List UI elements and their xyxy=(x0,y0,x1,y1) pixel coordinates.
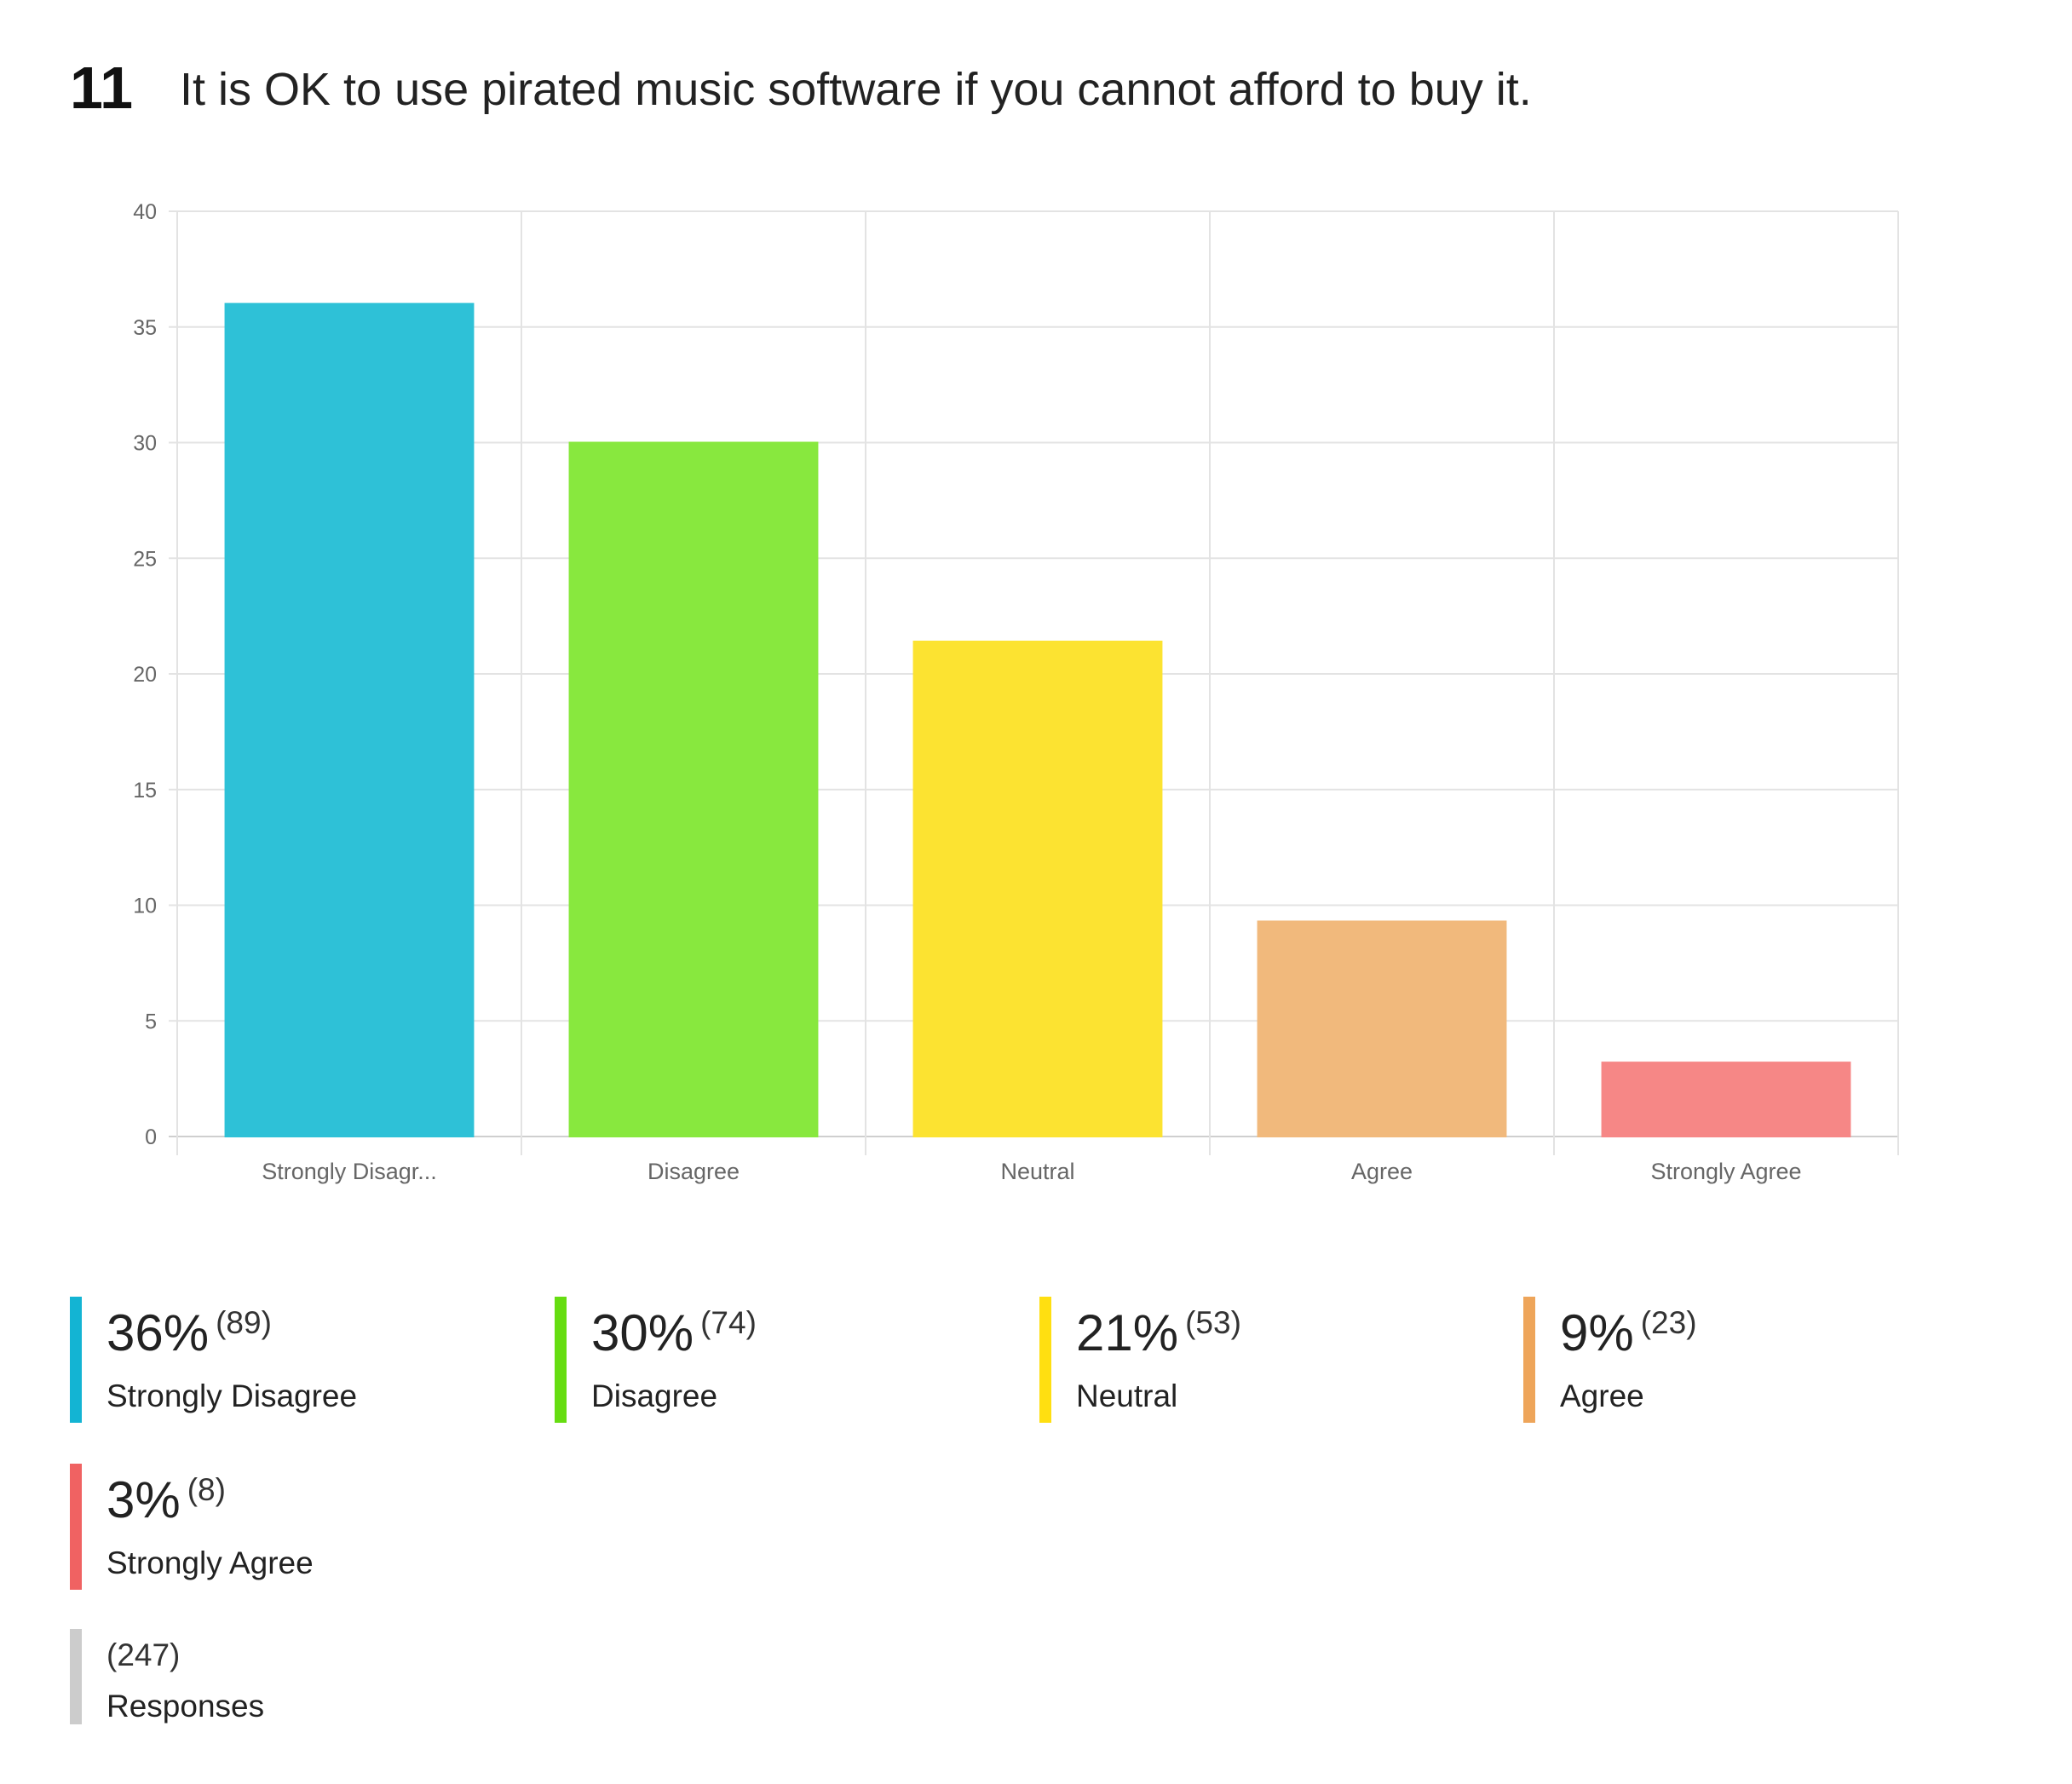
y-tick-label: 5 xyxy=(145,1010,157,1033)
legend-count: (89) xyxy=(216,1305,272,1340)
bar-3 xyxy=(1257,920,1507,1137)
legend-color-bar xyxy=(555,1297,567,1423)
legend-label: Strongly Agree xyxy=(106,1545,314,1580)
legend-color-bar xyxy=(70,1297,82,1423)
legend-label: Strongly Disagree xyxy=(106,1378,358,1413)
y-tick-label: 40 xyxy=(133,200,157,224)
bar-chart: 0 5 10 15 20 25 30 35 40 Strongly Disagr... Disag… xyxy=(133,200,1899,1184)
bar-4 xyxy=(1601,1062,1851,1137)
responses-label: Responses xyxy=(106,1689,265,1724)
bar-2 xyxy=(912,640,1163,1137)
y-tick-label: 15 xyxy=(133,779,157,803)
x-tick-label: Strongly Agree xyxy=(1650,1159,1801,1184)
legend-label: Neutral xyxy=(1076,1378,1178,1413)
responses-color-bar xyxy=(70,1629,82,1724)
legend-count: (8) xyxy=(187,1472,226,1507)
legend-count: (74) xyxy=(700,1305,757,1340)
legend-percent: 9% xyxy=(1560,1304,1634,1361)
y-tick-label: 0 xyxy=(145,1125,157,1149)
legend-color-bar xyxy=(1039,1297,1051,1423)
x-tick-label: Strongly Disagr... xyxy=(262,1159,437,1184)
bar-0 xyxy=(224,302,475,1138)
responses-count: (247) xyxy=(106,1637,181,1672)
legend-color-bar xyxy=(1523,1297,1535,1423)
y-tick-label: 10 xyxy=(133,895,157,918)
question-text: It is OK to use pirated music software i… xyxy=(180,64,1532,115)
legend-percent: 36% xyxy=(106,1304,210,1361)
legend-count: (53) xyxy=(1185,1305,1241,1340)
legend-count: (23) xyxy=(1640,1305,1697,1340)
y-tick-label: 25 xyxy=(133,547,157,571)
legend-percent: 30% xyxy=(591,1304,694,1361)
legend-label: Agree xyxy=(1560,1378,1644,1413)
legend-color-bar xyxy=(70,1464,82,1590)
y-tick-label: 30 xyxy=(133,432,157,456)
legend-percent: 3% xyxy=(106,1471,181,1528)
x-tick-label: Disagree xyxy=(648,1159,740,1184)
legend-label: Disagree xyxy=(591,1378,718,1413)
legend-percent: 21% xyxy=(1076,1304,1179,1361)
y-tick-label: 20 xyxy=(133,663,157,687)
x-axis-ticks: Strongly Disagr... Disagree Neutral Agree St… xyxy=(262,1159,1801,1184)
bar-1 xyxy=(568,441,819,1137)
x-tick-label: Agree xyxy=(1351,1159,1413,1184)
question-number: 11 xyxy=(70,55,133,121)
y-axis-ticks: 0 5 10 15 20 25 30 35 40 xyxy=(133,200,157,1149)
chart-bars xyxy=(224,302,1851,1138)
y-tick-label: 35 xyxy=(133,316,157,340)
x-tick-label: Neutral xyxy=(1000,1159,1074,1184)
